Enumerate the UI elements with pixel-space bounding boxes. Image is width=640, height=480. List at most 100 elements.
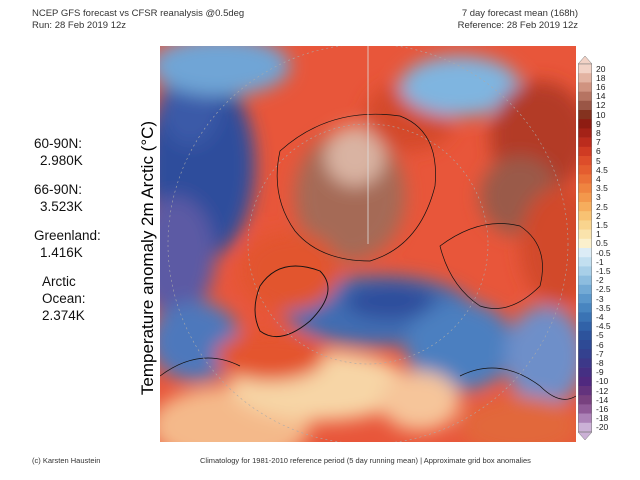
colorbar-tick-label: 1.5 — [596, 220, 608, 230]
southern-coastline — [160, 357, 576, 400]
climatology-note: Climatology for 1981-2010 reference peri… — [200, 456, 531, 465]
colorbar-segment — [578, 386, 592, 396]
colorbar-tick-label: 16 — [596, 82, 606, 92]
latitude-circle — [167, 46, 569, 442]
colorbar-segment — [578, 146, 592, 157]
stat-value: 2.980K — [40, 153, 83, 168]
colorbar-segment — [578, 257, 592, 267]
anomaly-map — [160, 46, 576, 442]
colorbar-segment — [578, 330, 592, 341]
colorbar-tick-label: -6 — [596, 339, 604, 350]
anomaly-stats: 60-90N: 2.980K 66-90N: 3.523K Greenland:… — [34, 135, 124, 336]
stat-label: Greenland: — [34, 228, 101, 243]
colorbar-segment — [578, 119, 592, 129]
colorbar-tick-label: -7 — [596, 348, 604, 359]
greenland-coastline — [254, 265, 329, 338]
colorbar-tick-label: 9 — [596, 118, 601, 129]
stat-arctic-ocean: Arctic Ocean: 2.374K — [34, 273, 124, 324]
colorbar-tick-label: -1 — [596, 256, 604, 267]
colorbar-segment — [578, 183, 592, 194]
colorbar-segment — [578, 100, 592, 111]
colorbar-segment — [578, 202, 592, 212]
colorbar-tick-label: -8 — [596, 358, 604, 368]
colorbar-bottom-arrow — [577, 431, 593, 441]
colorbar-tick-label: 4.5 — [596, 164, 608, 175]
colorbar-segment — [578, 266, 592, 276]
colorbar-tick-label: -14 — [596, 394, 609, 405]
colorbar-tick-label: 14 — [596, 91, 606, 102]
colorbar-tick-label: -10 — [596, 376, 609, 387]
colorbar-tick-label: -2.5 — [596, 284, 611, 295]
colorbar-tick-label: 0.5 — [596, 238, 608, 249]
stat-greenland: Greenland: 1.416K — [34, 227, 124, 261]
colorbar-tick-label: 10 — [596, 109, 606, 120]
colorbar-segment — [578, 229, 592, 240]
colorbar-segment — [578, 248, 592, 258]
colorbar-tick-label: 3.5 — [596, 183, 608, 194]
colorbar-tick-label: 1 — [596, 229, 601, 240]
colorbar-segment — [578, 349, 592, 359]
colorbar-segment — [578, 211, 592, 221]
colorbar-tick-label: -16 — [596, 404, 609, 414]
colorbar-tick-label: -2 — [596, 275, 604, 286]
colorbar-segment — [578, 358, 592, 368]
colorbar-top-arrow — [577, 55, 593, 65]
colorbar-segment — [578, 284, 592, 295]
stat-label: 60-90N: — [34, 136, 83, 151]
colorbar-tick-label: -3 — [596, 293, 604, 304]
stat-value: 2.374K — [42, 308, 85, 323]
colorbar-tick-label: 20 — [596, 63, 606, 74]
colorbar-segment — [578, 294, 592, 304]
map-svg — [160, 46, 576, 442]
colorbar-tick-label: -1.5 — [596, 266, 611, 276]
forecast-period: 7 day forecast mean (168h) — [461, 8, 578, 19]
header-right: 7 day forecast mean (168h) Reference: 28… — [458, 8, 578, 32]
colorbar-segment — [578, 192, 592, 203]
stat-label: 66-90N: — [34, 182, 83, 197]
colorbar-tick-label: -4.5 — [596, 321, 611, 332]
colorbar-tick-label: 2.5 — [596, 201, 608, 212]
stat-value: 3.523K — [40, 199, 83, 214]
stat-60-90n: 60-90N: 2.980K — [34, 135, 124, 169]
colorbar-tick-label: -9 — [596, 367, 604, 378]
colorbar-tick-label: 4 — [596, 174, 601, 184]
colorbar — [577, 55, 593, 441]
colorbar-segment — [578, 128, 592, 138]
colorbar-segment — [578, 275, 592, 286]
run-time: Run: 28 Feb 2019 12z — [32, 20, 127, 31]
colorbar-tick-label: 2 — [596, 210, 601, 221]
colorbar-segment — [578, 340, 592, 350]
colorbar-segment — [578, 404, 592, 414]
colorbar-segment — [578, 64, 592, 74]
colorbar-tick-label: 8 — [596, 128, 601, 138]
colorbar-tick-label: -18 — [596, 413, 609, 424]
credit: (c) Karsten Haustein — [32, 456, 101, 465]
colorbar-tick-label: 7 — [596, 137, 601, 148]
stat-value: 1.416K — [40, 245, 83, 260]
colorbar-tick-label: 12 — [596, 100, 606, 111]
header-left: NCEP GFS forecast vs CFSR reanalysis @0.… — [32, 8, 244, 32]
colorbar-tick-label: -5 — [596, 330, 604, 341]
colorbar-tick-label: -12 — [596, 385, 609, 396]
stat-66-90n: 66-90N: 3.523K — [34, 181, 124, 215]
colorbar-tick-label: -20 — [596, 422, 609, 433]
colorbar-tick-label: -0.5 — [596, 247, 611, 258]
colorbar-segment — [578, 238, 592, 249]
colorbar-segment — [578, 82, 592, 92]
colorbar-ticks: 20 18 16 14 12 10 9 8 7 6 5 4.5 4 3.5 3 2.5 2 1.5 1 0.5 -0.5… — [596, 56, 636, 440]
colorbar-tick-label: -4 — [596, 312, 604, 322]
colorbar-segment — [578, 165, 592, 175]
colorbar-segment — [578, 376, 592, 387]
arctic-coastline — [276, 113, 436, 262]
y-axis-label: Temperature anomaly 2m Arctic (°C) — [138, 120, 157, 396]
reference-time: Reference: 28 Feb 2019 12z — [457, 20, 578, 31]
colorbar-tick-label: 5 — [596, 155, 601, 166]
colorbar-segment — [578, 156, 592, 166]
colorbar-segment — [578, 220, 592, 230]
stat-label: Arctic Ocean: — [42, 274, 86, 306]
colorbar-tick-label: 6 — [596, 146, 601, 157]
colorbar-segment — [578, 137, 592, 148]
colorbar-frame — [578, 63, 592, 433]
colorbar-tick-label: 3 — [596, 192, 601, 203]
colorbar-segment — [578, 110, 592, 120]
